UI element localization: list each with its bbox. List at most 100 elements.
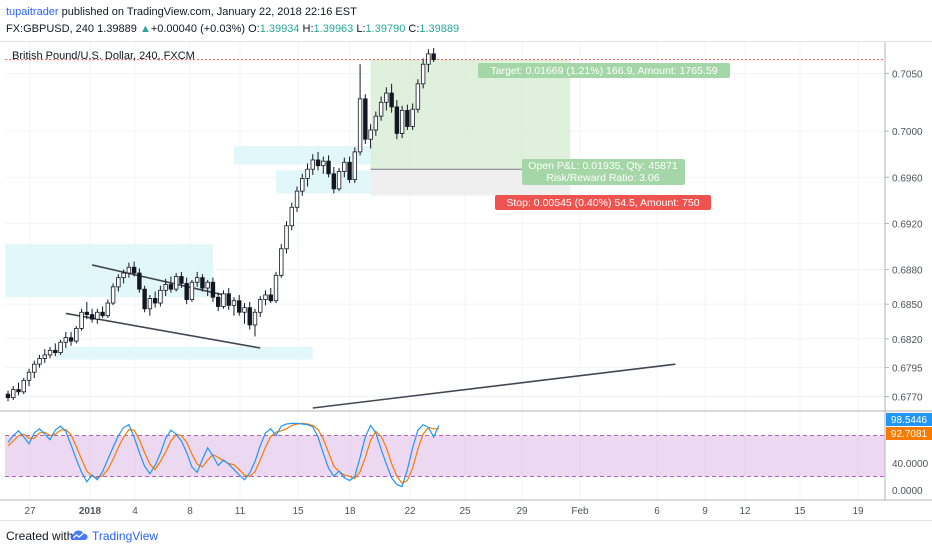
candle-body-up [121,272,126,279]
candle [184,277,189,305]
candle-body-up [310,159,315,170]
candle-body-up [368,129,373,140]
time-tick-label: 22 [404,506,416,517]
candle-body-up [126,266,132,274]
axes[interactable]: 0.7050 0.7000 0.6960 0.6920 0.6880 0.6850 0.68… [0,42,932,517]
candle-body-up [173,276,179,290]
candle [47,346,53,359]
candle-body-up [352,151,358,180]
candle-body-up [42,354,47,359]
candle [258,296,263,317]
candle-body-down [53,349,58,354]
candle-body-up [289,206,294,227]
candle [226,288,231,310]
candle-body-down [200,277,205,289]
candle [168,276,174,293]
candle-body-up [194,277,200,283]
candle [231,297,237,316]
candle-body-up [158,289,163,304]
candle [410,103,415,130]
candle [263,290,268,306]
price-tick-label: 0.6880 [892,266,923,277]
time-tick-label: 4 [132,506,138,517]
candle [310,154,315,175]
time-tick-label: 11 [235,506,246,517]
candle-body-down [226,293,231,306]
candle-body-up [205,281,210,289]
candle [63,331,69,349]
candle-body-up [378,101,384,117]
candle [116,274,121,292]
candle [378,96,384,121]
candle [305,163,310,187]
candle-body-down [268,294,273,302]
k-last-label: 98.5446 [891,415,928,426]
candles [5,48,436,402]
tradingview-cloud-icon [70,530,88,540]
candle [11,386,16,400]
flag-upper-line [91,264,224,296]
time-tick-label: 25 [459,506,471,517]
candle [415,79,421,113]
price-tick-label: 0.6820 [892,335,923,346]
candle [95,308,100,324]
candle [363,94,368,144]
author-link[interactable]: tupaitrader [6,6,59,18]
candle [26,368,32,387]
candle-body-down [168,284,174,290]
created-with-label: Created with [6,529,74,543]
price-chart[interactable]: Target: 0.01669 (1.21%) 166.9, Amount: 1… [0,42,932,520]
candle [173,273,179,292]
candle-body-down [184,283,189,300]
candle-body-down [363,98,368,140]
candle-body-down [89,314,95,320]
candle-body-up [300,178,305,192]
candle [158,285,163,307]
symbol-label[interactable]: FX:GBPUSD, 240 [6,23,95,35]
candle-body-up [95,311,100,320]
candle [126,262,132,278]
candle-body-down [5,393,11,399]
breakout-zone [233,146,376,165]
time-tick-label: 19 [852,506,864,517]
pnl-label: Open P&L: 0.01935, Qty: 45871 [528,160,678,172]
open-label: O: [248,23,260,35]
candle [237,294,242,316]
candle-body-down [152,298,158,304]
candle [294,186,300,212]
candle [357,64,363,156]
candle-body-up [242,307,247,313]
candle-body-up [110,286,116,304]
candle [426,49,431,73]
candle [431,48,436,62]
candle-body-up [221,293,226,307]
chart-area[interactable]: Target: 0.01669 (1.21%) 166.9, Amount: 1… [0,42,932,520]
candle [331,166,337,194]
price-tick-label: 0.6795 [892,364,923,375]
published-text: published on TradingView.com, January 22… [61,6,357,18]
tradingview-brand-link[interactable]: TradingView [92,529,159,543]
candle-body-up [252,311,258,326]
candle-body-down [210,281,216,298]
candle [121,269,126,284]
stochastic-pane[interactable] [0,410,932,488]
candle [384,87,389,111]
candle [84,301,90,320]
candle-body-up [58,341,63,354]
candle-body-up [47,349,53,356]
candle [247,301,252,330]
price-tick-label: 0.7050 [892,69,923,80]
stop-label: Stop: 0.00545 (0.40%) 54.5, Amount: 750 [506,197,699,209]
candle [152,291,158,308]
candle [405,104,410,130]
candle-body-up [21,379,26,393]
consolidation-zone [5,244,213,298]
candle [194,271,200,287]
time-tick-label: Feb [571,506,589,517]
candle [100,306,105,319]
candle [147,294,153,316]
time-tick-label: 9 [702,506,708,517]
candle-body-down [405,109,410,127]
price-change: +0.00040 (+0.03%) [150,23,246,35]
chart-header: tupaitrader published on TradingView.com… [0,0,932,42]
